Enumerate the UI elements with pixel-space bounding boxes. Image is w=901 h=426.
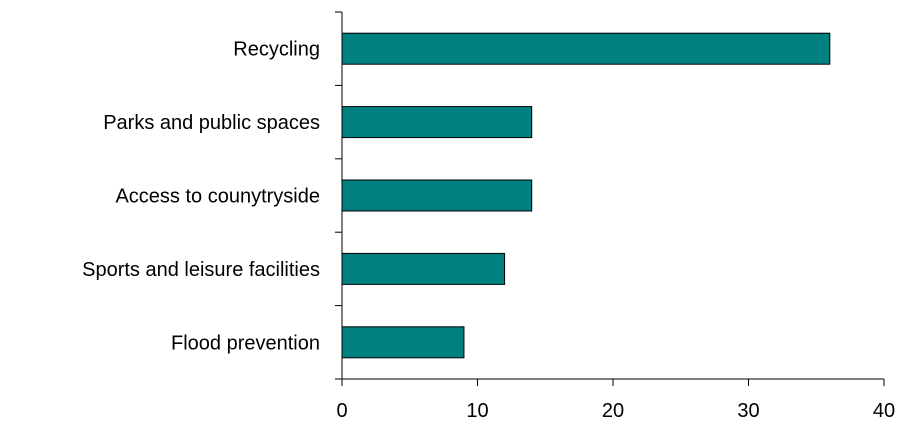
bars-group bbox=[341, 32, 831, 359]
x-tick-label: 40 bbox=[873, 400, 895, 422]
category-label: Recycling bbox=[233, 39, 320, 61]
x-tick-label: 20 bbox=[602, 400, 624, 422]
bar-5 bbox=[341, 326, 465, 359]
labels-group: Recycling Parks and public spaces Access t… bbox=[82, 39, 895, 422]
bar-2 bbox=[341, 106, 533, 139]
x-tick-label: 0 bbox=[336, 400, 347, 422]
category-label: Access to counytryside bbox=[115, 186, 320, 208]
bar-4 bbox=[341, 252, 506, 285]
category-label: Parks and public spaces bbox=[103, 112, 320, 134]
bar-3 bbox=[341, 179, 533, 212]
category-label: Flood prevention bbox=[171, 332, 320, 354]
x-tick-label: 10 bbox=[466, 400, 488, 422]
x-tick-label: 30 bbox=[737, 400, 759, 422]
axes-group bbox=[335, 11, 885, 386]
bar-1 bbox=[341, 32, 831, 65]
category-label: Sports and leisure facilities bbox=[82, 259, 320, 281]
